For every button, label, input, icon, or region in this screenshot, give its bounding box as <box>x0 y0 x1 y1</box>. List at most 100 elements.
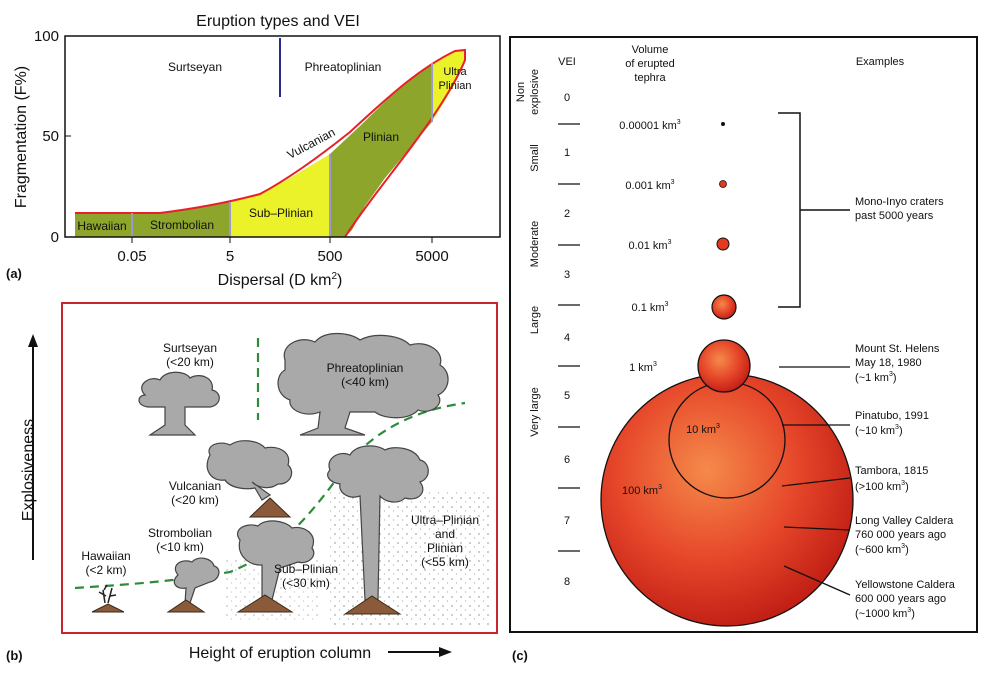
label-phreatoplinian-b: Phreatoplinian (<40 km) <box>327 361 404 389</box>
cloud-sub-plinian <box>237 520 315 601</box>
explosiveness-label: Explosiveness <box>20 419 37 521</box>
label-ultra-plinian-1: Ultra <box>443 66 467 78</box>
label-hawaiian-b: Hawaiian (<2 km) <box>81 549 130 577</box>
volume-label: 0.001 km3 <box>625 179 674 192</box>
cloud-strombolian <box>173 557 220 604</box>
panel-c: VEI Volume of erupted tephra Examples No… <box>509 36 978 663</box>
volume-label: 100 km3 <box>622 484 662 497</box>
svg-text:Vulcanian: Vulcanian <box>169 479 221 493</box>
vent-cone-ultra-plinian <box>343 595 402 615</box>
vei-numbers: 0 1 2 3 4 5 6 7 8 <box>564 92 570 588</box>
svg-text:600 000 years ago: 600 000 years ago <box>855 593 946 605</box>
x-tick-label: 5 <box>226 248 234 265</box>
svg-text:760 000 years ago: 760 000 years ago <box>855 529 946 541</box>
svg-text:(<30 km): (<30 km) <box>282 576 330 590</box>
svg-text:(<55 km): (<55 km) <box>421 555 469 569</box>
cloud-ultra-plinian <box>327 445 429 601</box>
svg-text:Plinian: Plinian <box>427 541 463 555</box>
col-header-vei: VEI <box>558 56 576 68</box>
panel-a-label: (a) <box>6 266 22 281</box>
sphere-0.01km3 <box>716 237 730 251</box>
y-tick-label: 50 <box>42 128 59 145</box>
sphere-0.001km3 <box>719 180 727 188</box>
vent-cone-hawaiian <box>91 603 125 613</box>
svg-text:0: 0 <box>564 92 570 104</box>
ash-speckle <box>330 490 490 625</box>
svg-text:of erupted: of erupted <box>625 58 675 70</box>
example-tambora: Tambora, 1815 (>100 km3) <box>855 465 928 493</box>
label-vulcanian-b: Vulcanian (<20 km) <box>169 479 221 507</box>
svg-text:Mount St. Helens: Mount St. Helens <box>855 343 940 355</box>
col-header-examples: Examples <box>856 56 905 68</box>
svg-text:(<20 km): (<20 km) <box>171 493 219 507</box>
mono-inyo-bracket <box>778 112 850 308</box>
volume-label: 10 km3 <box>686 423 720 436</box>
y-axis: 0 50 100 Fragmentation (F%) <box>13 28 71 246</box>
volume-label: 0.1 km3 <box>632 301 669 314</box>
vent-cone-sub-plinian <box>236 594 294 613</box>
x-tick-label: 0.05 <box>117 248 146 265</box>
volume-labels: 0.00001 km3 0.001 km3 0.01 km3 0.1 km3 1… <box>619 119 720 497</box>
example-leader-lines <box>779 366 851 596</box>
svg-text:Tambora, 1815: Tambora, 1815 <box>855 465 928 477</box>
column-height-label: Height of eruption column <box>189 645 371 662</box>
region-boundary-curve <box>75 48 466 238</box>
region-plinian-fill <box>330 63 432 237</box>
fountain-hawaiian <box>98 584 117 604</box>
svg-text:past 5000 years: past 5000 years <box>855 210 934 222</box>
svg-text:Non: Non <box>515 82 527 102</box>
svg-text:Yellowstone Caldera: Yellowstone Caldera <box>855 579 956 591</box>
region-strombolian-fill <box>132 202 230 237</box>
volume-label: 0.00001 km3 <box>619 119 680 132</box>
category-non-explosive: Non explosive <box>515 69 541 115</box>
cloud-vulcanian <box>206 440 293 501</box>
label-surtseyan-b: Surtseyan (<20 km) <box>163 341 217 369</box>
svg-text:(<2 km): (<2 km) <box>85 563 126 577</box>
svg-text:(~1 km3): (~1 km3) <box>855 371 897 384</box>
y-tick-label: 100 <box>34 28 59 45</box>
y-tick-label: 0 <box>51 229 59 246</box>
label-plinian: Plinian <box>363 130 399 144</box>
panel-c-label: (c) <box>512 648 528 663</box>
label-ultra-plinian-2: Plinian <box>438 80 471 92</box>
svg-text:(<10 km): (<10 km) <box>156 540 204 554</box>
svg-text:Strombolian: Strombolian <box>148 526 212 540</box>
svg-text:Phreatoplinian: Phreatoplinian <box>327 361 404 375</box>
svg-text:(~10 km3): (~10 km3) <box>855 424 903 437</box>
svg-text:7: 7 <box>564 515 570 527</box>
explosiveness-axis: Explosiveness <box>20 334 38 560</box>
svg-text:(~1000 km3): (~1000 km3) <box>855 607 915 620</box>
x-tick-label: 500 <box>317 248 342 265</box>
example-yellowstone: Yellowstone Caldera 600 000 years ago (~… <box>855 579 956 620</box>
category-moderate: Moderate <box>529 221 541 267</box>
svg-text:May 18, 1980: May 18, 1980 <box>855 357 922 369</box>
x-axis: 0.05 5 500 5000 Dispersal (D km2) <box>117 237 449 289</box>
label-strombolian-b: Strombolian (<10 km) <box>148 526 212 554</box>
svg-text:Sub–Plinian: Sub–Plinian <box>274 562 338 576</box>
label-sub-plinian: Sub–Plinian <box>249 206 313 220</box>
category-very-large: Very large <box>529 387 541 437</box>
vent-cone-vulcanian <box>248 497 292 518</box>
sphere-1000km3 <box>600 373 854 627</box>
svg-text:Long Valley Caldera: Long Valley Caldera <box>855 515 954 527</box>
region-hawaiian-fill <box>75 213 132 237</box>
svg-text:Hawaiian: Hawaiian <box>81 549 130 563</box>
label-phreatoplinian: Phreatoplinian <box>305 60 382 74</box>
cloud-phreatoplinian <box>277 332 449 436</box>
example-mono-inyo: Mono-Inyo craters past 5000 years <box>855 196 944 222</box>
cloud-surtseyan <box>138 371 220 436</box>
volume-label: 0.01 km3 <box>628 239 671 252</box>
svg-text:Pinatubo, 1991: Pinatubo, 1991 <box>855 410 929 422</box>
sphere-1km3 <box>697 339 751 393</box>
vei-separators <box>558 123 580 552</box>
svg-text:explosive: explosive <box>529 69 541 115</box>
svg-text:(>100 km3): (>100 km3) <box>855 480 909 493</box>
svg-text:2: 2 <box>564 208 570 220</box>
label-surtseyan: Surtseyan <box>168 60 222 74</box>
label-sub-plinian-b: Sub–Plinian (<30 km) <box>274 562 338 590</box>
category-large: Large <box>529 306 541 334</box>
svg-text:8: 8 <box>564 576 570 588</box>
svg-text:Mono-Inyo craters: Mono-Inyo craters <box>855 196 944 208</box>
svg-text:and: and <box>435 527 455 541</box>
svg-text:1: 1 <box>564 147 570 159</box>
